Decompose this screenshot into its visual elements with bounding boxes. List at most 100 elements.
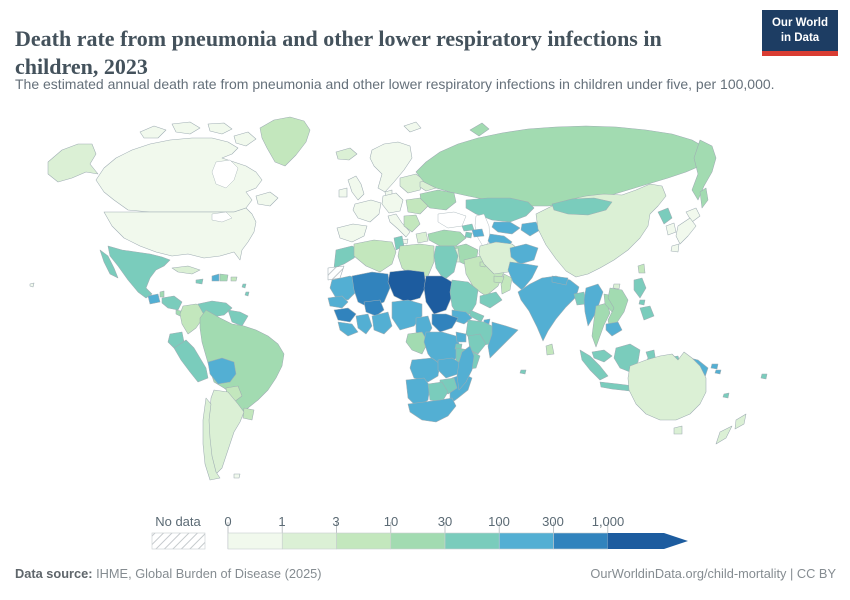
region-gabon-congo[interactable]	[405, 331, 429, 355]
region-norway-sweden-finland[interactable]	[369, 141, 413, 193]
region-greenland[interactable]	[259, 116, 311, 167]
legend-band-4[interactable]	[444, 532, 500, 550]
legend-band-1[interactable]	[281, 532, 337, 550]
region-cuba[interactable]	[171, 265, 201, 275]
region-greece[interactable]	[415, 231, 429, 244]
region-uruguay[interactable]	[242, 407, 255, 421]
region-somalia[interactable]	[487, 321, 519, 359]
region-south-korea[interactable]	[665, 222, 677, 236]
region-vanuatu[interactable]	[722, 392, 730, 399]
region-uganda[interactable]	[455, 331, 467, 343]
region-sumatra[interactable]	[579, 349, 609, 381]
region-haiti[interactable]	[211, 273, 220, 282]
region-nz-north[interactable]	[734, 413, 747, 430]
region-afghanistan[interactable]	[509, 243, 539, 265]
region-peru[interactable]	[173, 339, 209, 383]
region-guatemala[interactable]	[147, 293, 161, 305]
region-uae-qatar[interactable]	[493, 275, 505, 284]
region-car[interactable]	[431, 313, 459, 333]
region-japan-kyushu[interactable]	[670, 243, 680, 253]
region-novaya-zemlya[interactable]	[469, 122, 490, 137]
region-eritrea[interactable]	[469, 309, 485, 323]
region-fiji[interactable]	[760, 373, 768, 380]
region-falkland-islands[interactable]	[233, 473, 241, 479]
region-brazil[interactable]	[199, 309, 285, 415]
region-honduras-nicaragua[interactable]	[161, 295, 183, 311]
region-chad[interactable]	[423, 275, 453, 315]
legend-band-0[interactable]	[227, 532, 283, 550]
region-ireland[interactable]	[338, 187, 348, 198]
region-azerbaijan[interactable]	[471, 228, 485, 238]
owid-logo[interactable]: Our World in Data	[762, 10, 838, 56]
region-hainan[interactable]	[612, 283, 621, 290]
region-sri-lanka[interactable]	[545, 343, 555, 356]
region-turkey[interactable]	[427, 229, 467, 247]
legend-band-2[interactable]	[336, 532, 392, 550]
region-canada-arctic3[interactable]	[207, 122, 233, 135]
region-madagascar[interactable]	[456, 345, 475, 391]
region-kyrgyzstan-tajikistan[interactable]	[520, 221, 541, 237]
region-japan-honshu[interactable]	[675, 217, 697, 245]
region-puerto-rico[interactable]	[230, 276, 238, 282]
region-balkans[interactable]	[403, 214, 421, 233]
region-iberia[interactable]	[336, 223, 368, 243]
region-sakhalin[interactable]	[699, 187, 709, 209]
region-svalbard[interactable]	[403, 121, 422, 133]
region-canada-baffin[interactable]	[233, 131, 257, 147]
region-north-korea[interactable]	[657, 207, 673, 225]
region-yemen[interactable]	[479, 291, 503, 309]
region-philippines-mindanao[interactable]	[639, 305, 655, 321]
region-pakistan[interactable]	[507, 261, 539, 291]
legend-band-7-arrow[interactable]	[607, 533, 688, 549]
legend-band-6[interactable]	[553, 532, 609, 550]
region-cambodia[interactable]	[605, 321, 623, 337]
region-mexico-baja[interactable]	[99, 249, 119, 279]
region-burkina-faso[interactable]	[363, 299, 385, 317]
region-solomon[interactable]	[714, 369, 722, 375]
region-guyanas[interactable]	[227, 309, 249, 327]
region-mauritania[interactable]	[329, 275, 361, 301]
region-south-africa[interactable]	[407, 397, 457, 423]
region-canada-arctic2[interactable]	[171, 121, 201, 135]
region-guinea[interactable]	[333, 307, 357, 323]
region-jamaica[interactable]	[195, 278, 204, 285]
region-alaska[interactable]	[47, 143, 99, 183]
region-australia[interactable]	[627, 351, 707, 421]
region-algeria[interactable]	[353, 239, 397, 273]
footer-link[interactable]: OurWorldinData.org/child-mortality | CC …	[590, 566, 836, 581]
region-myanmar[interactable]	[583, 283, 604, 327]
region-germany-central[interactable]	[381, 192, 404, 214]
region-nepal[interactable]	[551, 275, 569, 286]
region-mali[interactable]	[351, 271, 391, 309]
region-italy[interactable]	[387, 213, 411, 238]
region-cote-divoire[interactable]	[355, 313, 373, 335]
region-france[interactable]	[352, 199, 382, 223]
region-india[interactable]	[517, 275, 580, 342]
region-taiwan[interactable]	[637, 263, 646, 274]
region-angola[interactable]	[409, 357, 441, 383]
region-chile[interactable]	[202, 397, 221, 481]
region-nz-south[interactable]	[715, 425, 733, 445]
region-mexico[interactable]	[107, 245, 171, 299]
region-sl-liberia[interactable]	[337, 321, 359, 337]
region-russia[interactable]	[415, 125, 711, 207]
region-niger[interactable]	[387, 269, 427, 303]
region-lesser-antilles[interactable]	[241, 283, 250, 297]
region-canada[interactable]	[95, 137, 263, 213]
region-dominican-republic[interactable]	[219, 273, 229, 282]
region-romania-hungary[interactable]	[405, 197, 429, 215]
region-poland-baltics[interactable]	[399, 173, 425, 194]
region-tasmania[interactable]	[673, 425, 683, 435]
region-uzbekistan[interactable]	[491, 221, 521, 235]
region-belize[interactable]	[159, 290, 165, 298]
region-senegal[interactable]	[327, 295, 349, 309]
region-mauritius[interactable]	[519, 369, 527, 375]
region-uk[interactable]	[347, 175, 365, 201]
region-iceland[interactable]	[335, 147, 358, 161]
region-mongolia[interactable]	[551, 197, 613, 216]
region-botswana[interactable]	[427, 381, 449, 403]
region-philippines-visayas[interactable]	[638, 299, 646, 306]
region-ghana-togo-benin[interactable]	[371, 311, 393, 335]
legend-band-3[interactable]	[390, 532, 446, 550]
region-namibia[interactable]	[405, 377, 431, 409]
